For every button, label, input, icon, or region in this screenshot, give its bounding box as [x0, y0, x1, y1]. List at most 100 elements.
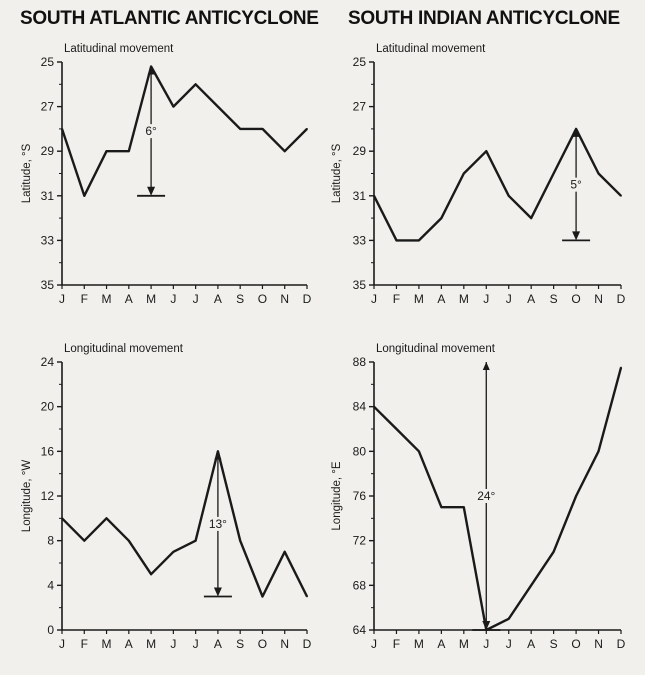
annotation-label: 6° — [145, 124, 157, 138]
x-tick-label-a: A — [214, 292, 222, 306]
y-tick-label: 27 — [41, 100, 55, 114]
x-tick-label-d: D — [303, 637, 312, 651]
y-tick-label: 25 — [353, 55, 367, 69]
data-point — [127, 150, 130, 153]
x-tick-label-j: J — [193, 637, 199, 651]
x-tick-label-a: A — [437, 637, 445, 651]
y-axis-label: Longitude, °E — [331, 461, 343, 531]
data-point — [552, 550, 555, 553]
y-tick-label: 33 — [41, 233, 55, 247]
x-tick-label-f: F — [393, 292, 400, 306]
y-tick-label: 16 — [41, 444, 55, 458]
data-point — [83, 539, 86, 542]
y-tick-label: 88 — [353, 355, 367, 369]
x-tick-label-j: J — [483, 637, 489, 651]
data-point — [575, 495, 577, 497]
y-axis-label: Latitude, °S — [331, 143, 343, 203]
series-line — [61, 450, 309, 598]
y-tick-label: 76 — [353, 489, 367, 503]
data-point — [172, 550, 175, 553]
series-line — [372, 127, 622, 242]
x-tick-label-j: J — [170, 637, 176, 651]
data-point — [283, 550, 286, 553]
x-tick-label-n: N — [594, 292, 603, 306]
data-point — [620, 366, 622, 369]
x-tick-label-n: N — [280, 637, 289, 651]
x-tick-label-s: S — [550, 637, 558, 651]
x-tick-label-m: M — [459, 292, 469, 306]
data-point — [105, 517, 108, 520]
title-south-atlantic: SOUTH ATLANTIC ANTICYCLONE — [20, 8, 319, 29]
x-tick-label-f: F — [81, 292, 88, 306]
x-tick-label-j: J — [371, 292, 377, 306]
data-point — [306, 127, 308, 130]
data-point — [597, 172, 600, 175]
data-point — [440, 217, 443, 220]
y-tick-label: 8 — [47, 534, 54, 548]
data-point — [395, 239, 398, 242]
annotation-arrowhead-start — [147, 66, 155, 75]
data-point — [61, 517, 63, 520]
data-point — [373, 405, 375, 408]
x-tick-label-j: J — [59, 292, 65, 306]
x-tick-label-j: J — [59, 637, 65, 651]
y-tick-label: 31 — [41, 189, 55, 203]
data-point — [440, 506, 443, 509]
data-point — [462, 506, 465, 509]
y-tick-label: 0 — [47, 623, 54, 637]
y-tick-label: 80 — [353, 444, 367, 458]
x-tick-label-m: M — [102, 292, 112, 306]
data-point — [61, 127, 63, 130]
y-tick-label: 35 — [41, 278, 55, 292]
data-point — [620, 194, 622, 197]
data-point — [239, 539, 242, 542]
annotation-arrowhead — [482, 621, 491, 630]
x-tick-label-o: O — [258, 637, 267, 651]
annotation-arrowhead-start — [482, 362, 490, 370]
data-point — [283, 150, 286, 153]
annotation-label-bg — [475, 489, 498, 503]
x-tick-label-j: J — [170, 292, 176, 306]
y-tick-label: 31 — [353, 189, 367, 203]
annotation-label: 13° — [209, 517, 227, 531]
data-point — [306, 595, 308, 598]
x-tick-label-a: A — [437, 292, 445, 306]
title-south-indian: SOUTH INDIAN ANTICYCLONE — [348, 8, 620, 29]
x-tick-label-j: J — [371, 637, 377, 651]
panel-title: Longitudinal movement — [64, 343, 184, 355]
y-tick-label: 68 — [353, 578, 367, 592]
y-tick-label: 64 — [353, 623, 367, 637]
data-point — [217, 105, 219, 108]
panel-title: Latitudinal movement — [376, 43, 486, 55]
x-tick-label-a: A — [125, 292, 133, 306]
annotation-arrowhead — [147, 186, 156, 196]
x-tick-label-m: M — [414, 292, 424, 306]
x-tick-label-j: J — [506, 292, 512, 306]
y-tick-label: 12 — [41, 489, 55, 503]
data-point — [373, 194, 375, 197]
data-point — [552, 172, 555, 175]
x-tick-label-m: M — [414, 637, 424, 651]
x-tick-label-o: O — [571, 292, 580, 306]
y-tick-label: 84 — [353, 400, 367, 414]
x-tick-label-o: O — [258, 292, 267, 306]
panel-title: Longitudinal movement — [376, 343, 496, 355]
annotation-label-bg — [565, 177, 588, 192]
data-point — [530, 217, 533, 220]
y-tick-label: 24 — [41, 355, 55, 369]
data-point — [507, 194, 510, 197]
data-point — [462, 172, 465, 175]
x-tick-label-d: D — [617, 292, 626, 306]
series-line — [60, 65, 308, 198]
y-axis-label: Latitude, °S — [21, 143, 33, 203]
x-tick-label-j: J — [483, 292, 489, 306]
data-point — [194, 539, 197, 542]
y-axis-label: Longitude, °W — [21, 460, 33, 533]
data-point — [172, 105, 175, 108]
x-tick-label-m: M — [146, 637, 156, 651]
data-point — [127, 539, 130, 542]
x-tick-label-s: S — [236, 637, 244, 651]
x-tick-label-d: D — [303, 292, 312, 306]
x-tick-label-n: N — [280, 292, 289, 306]
